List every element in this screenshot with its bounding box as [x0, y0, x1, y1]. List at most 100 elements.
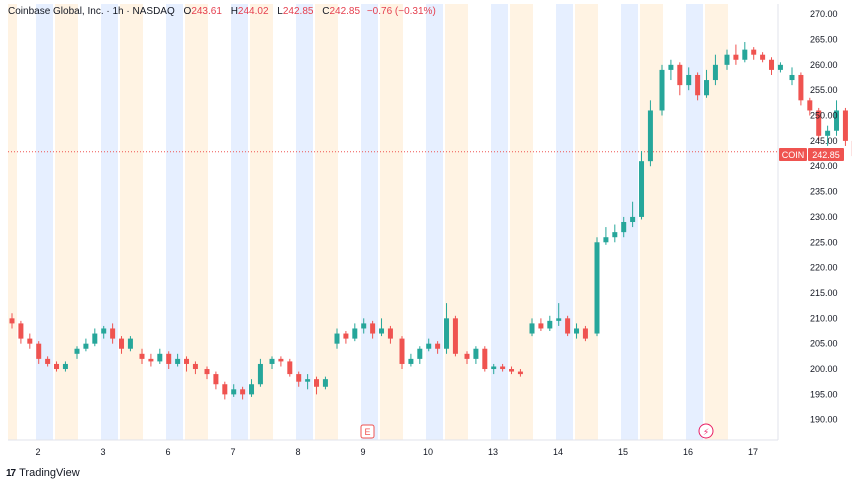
candle-body — [408, 358, 414, 364]
candle-body — [257, 363, 263, 385]
y-tick-label: 250.00 — [810, 111, 838, 121]
candle-body — [825, 130, 831, 136]
candle-body — [361, 323, 367, 329]
candle-body — [399, 338, 405, 364]
postmarket-band — [185, 4, 208, 440]
y-tick-label: 225.00 — [810, 237, 838, 247]
tradingview-logo-icon: 17 — [6, 467, 16, 479]
premarket-band — [686, 4, 703, 440]
candle-body — [517, 371, 523, 375]
candle-body — [74, 348, 80, 354]
price-tag-value-bg — [808, 148, 844, 161]
postmarket-band — [510, 4, 533, 440]
high-value: 244.02 — [237, 6, 269, 17]
y-tick-label: 205.00 — [810, 339, 838, 349]
y-tick-label: 195.00 — [810, 389, 838, 399]
premarket-band — [231, 4, 248, 440]
earnings-marker-label: E — [364, 427, 370, 437]
x-tick-label: 2 — [35, 447, 40, 457]
close-label: C — [322, 6, 330, 17]
footer-brand[interactable]: 17 TradingView — [6, 467, 80, 479]
open-label: O — [183, 6, 192, 17]
candle-body — [621, 222, 627, 233]
candle-body — [184, 358, 190, 364]
candle-body — [110, 328, 116, 339]
candle-body — [379, 328, 385, 334]
candle-body — [612, 232, 618, 238]
postmarket-band — [640, 4, 663, 440]
candle-body — [148, 358, 154, 362]
candle-body — [18, 323, 24, 339]
candle-body — [491, 366, 497, 370]
candle-body — [204, 369, 210, 375]
premarket-band — [36, 4, 53, 440]
candle-body — [547, 320, 553, 329]
y-tick-label: 210.00 — [810, 313, 838, 323]
candle-body — [387, 328, 393, 339]
candle-body — [314, 379, 320, 387]
y-axis: 190.00 195.00 200.00 205.00 210.00 215.00 220.… — [810, 9, 838, 425]
candle-body — [565, 318, 571, 334]
premarket-band — [621, 4, 638, 440]
candle-body — [630, 216, 636, 222]
candle-body — [444, 318, 450, 349]
y-tick-label: 215.00 — [810, 288, 838, 298]
candle-body — [834, 110, 840, 131]
y-tick-label: 230.00 — [810, 212, 838, 222]
dividend-marker-label: ⚡ — [703, 428, 709, 438]
x-tick-label: 9 — [360, 447, 365, 457]
candle-body — [769, 59, 775, 70]
candle-body — [101, 328, 107, 334]
candle-body — [733, 54, 739, 60]
candle-body — [305, 379, 311, 382]
candle-body — [798, 74, 804, 101]
candle-body — [482, 348, 488, 370]
candle-body — [704, 80, 710, 96]
y-tick-label: 200.00 — [810, 364, 838, 374]
premarket-band — [426, 4, 443, 440]
price-tag-symbol: COIN — [782, 150, 805, 160]
candle-body — [594, 242, 600, 334]
candle-body — [287, 361, 293, 375]
postmarket-band — [55, 4, 78, 440]
candle-body — [639, 161, 645, 217]
x-tick-label: 8 — [295, 447, 300, 457]
candle-body — [668, 64, 674, 70]
candle-body — [334, 333, 340, 344]
candle-body — [249, 384, 255, 395]
candle-body — [509, 369, 515, 372]
postmarket-band — [705, 4, 728, 440]
candle-body — [426, 343, 432, 349]
candle-body — [816, 110, 822, 136]
candle-body — [417, 348, 423, 359]
postmarket-band — [315, 4, 338, 440]
candle-body — [240, 389, 246, 395]
candle-body — [139, 353, 145, 359]
symbol-title[interactable]: Coinbase Global, Inc. · 1h · NASDAQ — [8, 6, 175, 17]
y-tick-label: 270.00 — [810, 9, 838, 19]
y-tick-label: 240.00 — [810, 161, 838, 171]
x-tick-label: 6 — [165, 447, 170, 457]
candle-body — [435, 343, 441, 349]
x-tick-label: 13 — [488, 447, 498, 457]
candle-body — [647, 110, 653, 162]
dividend-marker-icon — [698, 423, 714, 439]
candle-body — [789, 74, 795, 81]
candle-body — [352, 328, 358, 339]
x-tick-label: 3 — [100, 447, 105, 457]
premarket-band — [491, 4, 508, 440]
price-tag: COIN 242.85 — [779, 148, 844, 161]
high-label: H — [230, 6, 238, 17]
close-value: 242.85 — [329, 6, 361, 17]
candles — [9, 42, 852, 400]
chart-legend: Coinbase Global, Inc. · 1h · NASDAQ O243… — [8, 6, 436, 17]
candle-body — [45, 358, 51, 364]
candle-body — [175, 358, 181, 364]
y-tick-label: 265.00 — [810, 34, 838, 44]
candle-body — [582, 328, 588, 339]
candle-body — [842, 110, 848, 141]
candle-body — [157, 353, 163, 362]
x-axis: 2 3 6 7 8 9 10 13 14 15 16 17 — [35, 447, 758, 457]
x-tick-label: 14 — [553, 447, 563, 457]
